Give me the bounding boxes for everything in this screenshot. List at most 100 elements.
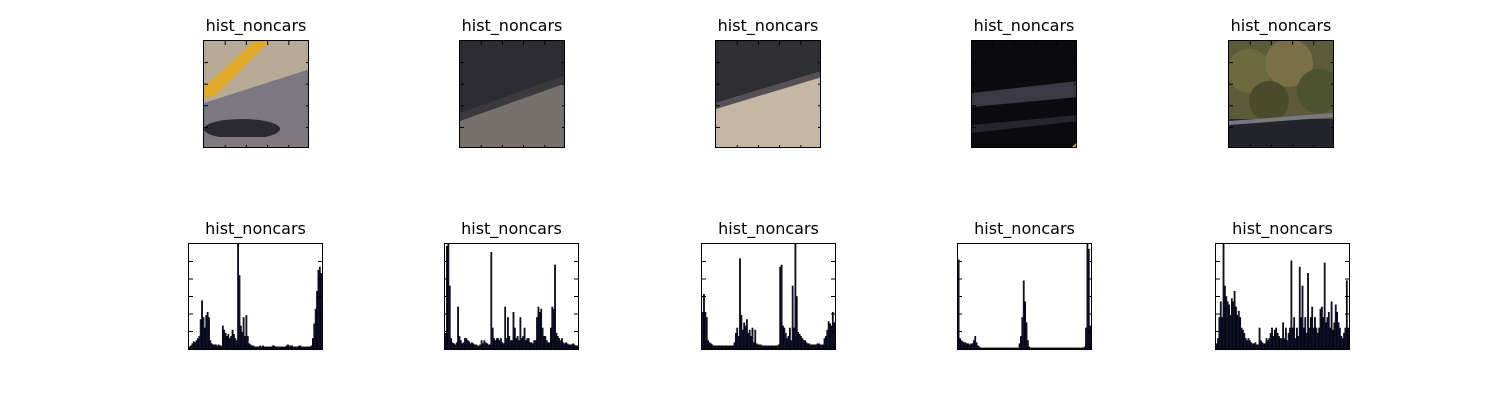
histogram-bar (757, 344, 759, 349)
histogram-bar (205, 315, 208, 349)
histogram-bar (748, 329, 751, 349)
histogram-bar (197, 338, 199, 349)
histogram-bar (256, 346, 259, 349)
histogram-bar (736, 327, 739, 349)
histogram-bar (212, 344, 215, 349)
histogram-bar (1014, 347, 1017, 349)
histogram-bar (960, 340, 963, 349)
histogram-bar (801, 338, 804, 349)
histogram-bar (531, 343, 534, 349)
histogram-bar (1246, 340, 1248, 349)
histogram-bar (822, 344, 825, 349)
histogram-bar (1283, 338, 1286, 349)
histogram-bar (257, 346, 260, 349)
histogram-bar (497, 338, 500, 349)
histogram-bar (759, 344, 762, 349)
histogram-bar (1003, 347, 1006, 349)
histogram-bar (234, 338, 237, 349)
histogram-bar (529, 342, 532, 349)
histogram-bar (559, 340, 562, 349)
histogram-bar (547, 342, 550, 349)
histogram-bar (1276, 332, 1279, 349)
histogram-bar (743, 322, 746, 349)
histogram-bar (190, 345, 192, 349)
histogram-bar (798, 334, 801, 349)
histogram-bar (734, 332, 737, 349)
histogram-bar (277, 346, 280, 349)
histogram-bar (494, 340, 497, 349)
histogram-bar (1047, 347, 1050, 349)
histogram-bar (523, 327, 526, 349)
histogram-bar (732, 345, 734, 349)
histogram-bar (1043, 347, 1046, 349)
histogram-bar (231, 329, 234, 349)
histogram-plot (444, 243, 579, 350)
histogram-bar (1315, 327, 1318, 349)
histogram-bar (241, 331, 244, 349)
histogram-bar (984, 347, 986, 349)
histogram-bar (1314, 317, 1316, 349)
histogram-bar (1007, 347, 1010, 349)
histogram-bar (765, 345, 768, 349)
histogram-bar (306, 346, 309, 349)
histogram-bar (534, 340, 537, 349)
histogram-bar (813, 344, 816, 349)
histogram-bar (802, 340, 805, 349)
histogram-bar (1081, 347, 1083, 349)
histogram-bar (999, 347, 1002, 349)
histogram-bar (491, 327, 494, 349)
histogram-bar (540, 308, 543, 349)
histogram-bar (1242, 329, 1244, 349)
image-thumbnail-svg (716, 41, 820, 147)
histogram-bar (1268, 338, 1271, 349)
histogram-plot (957, 243, 1092, 350)
histogram-svg (445, 244, 578, 349)
histogram-bar (574, 345, 577, 349)
histogram-bar (549, 327, 552, 349)
image-thumbnail (715, 40, 821, 148)
image-thumbnail-svg (460, 41, 564, 147)
histogram-bar (746, 319, 748, 349)
histogram-bar (507, 317, 509, 349)
histogram-bar (1058, 347, 1061, 349)
histogram-bar (1278, 336, 1280, 349)
histogram-bar (750, 336, 752, 349)
histogram-bar (445, 332, 447, 349)
histogram-bar (1082, 347, 1085, 349)
histogram-bar (309, 346, 312, 349)
histogram-bar (823, 338, 826, 349)
histogram-bar (751, 327, 754, 349)
histogram-bar (708, 342, 711, 349)
histogram-bar (471, 342, 473, 349)
histogram-bar (504, 306, 507, 349)
histogram-bar (210, 343, 213, 349)
histogram-bar (1042, 347, 1045, 349)
histogram-bar (475, 344, 477, 349)
histogram-plot (701, 243, 836, 350)
histogram-bar (1076, 347, 1079, 349)
histogram-bar (1290, 260, 1293, 349)
histogram-bar (1345, 280, 1348, 349)
histogram-bar (773, 345, 776, 349)
histogram-bar (1032, 347, 1035, 349)
histogram-bar (1293, 317, 1296, 349)
histogram-bar (1253, 343, 1255, 349)
histogram-bar (1286, 340, 1289, 349)
histogram-bar (284, 346, 287, 349)
histogram-bar (300, 346, 303, 349)
histogram-bar (762, 345, 765, 349)
histogram-bar (1230, 298, 1233, 349)
histogram-bar (273, 345, 276, 349)
histogram-bar (1271, 327, 1273, 349)
histogram-bar (209, 340, 212, 349)
histogram-bar (221, 325, 224, 349)
histogram-bar (1298, 266, 1301, 349)
histogram-bar (714, 345, 716, 349)
histogram-bar (526, 338, 529, 349)
image-panel-title: hist_noncars (717, 16, 819, 35)
histogram-bar (293, 346, 296, 349)
histogram-bar (495, 338, 498, 349)
histogram-bar (830, 325, 833, 349)
histogram-bar (989, 347, 992, 349)
histogram-bar (783, 327, 786, 349)
